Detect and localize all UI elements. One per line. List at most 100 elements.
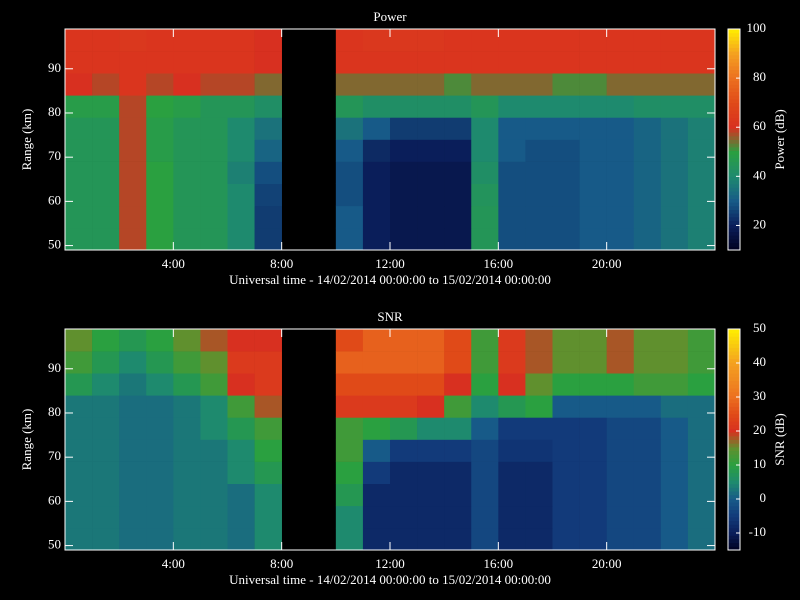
- heatmap-cell: [633, 483, 662, 507]
- heatmap-cell: [660, 505, 689, 529]
- heatmap-cell: [660, 51, 689, 74]
- heatmap-cell: [444, 51, 472, 74]
- colorbar-segment: [728, 483, 740, 488]
- heatmap-cell: [119, 395, 147, 418]
- heatmap-cell: [525, 29, 553, 52]
- heatmap-cell: [417, 505, 445, 529]
- heatmap-cell: [525, 161, 553, 184]
- y-tick-label: 50: [48, 237, 61, 252]
- heatmap-cell: [227, 373, 255, 396]
- colorbar-segment: [728, 387, 740, 393]
- x-tick-label: 20:00: [592, 556, 622, 571]
- heatmap-cell: [65, 117, 93, 140]
- colorbar-segment: [728, 128, 740, 133]
- heatmap-cell: [444, 395, 472, 418]
- heatmap-cell: [606, 183, 635, 207]
- heatmap-cell: [417, 373, 445, 396]
- heatmap-cell: [390, 461, 418, 484]
- heatmap-cell: [390, 95, 418, 118]
- colorbar-segment: [728, 143, 740, 148]
- heatmap-cell: [606, 139, 635, 162]
- x-tick-label: 4:00: [162, 256, 185, 271]
- heatmap-cell: [146, 329, 174, 352]
- heatmap-cell: [146, 51, 174, 74]
- heatmap-cell: [687, 329, 716, 352]
- colorbar-segment: [728, 480, 740, 485]
- heatmap-cell: [146, 505, 174, 529]
- heatmap-cell: [227, 439, 255, 462]
- heatmap-cell: [417, 95, 445, 118]
- heatmap-cell: [390, 161, 418, 184]
- chart-title: SNR: [377, 309, 403, 324]
- heatmap-cell: [444, 505, 472, 529]
- heatmap-cell: [227, 139, 255, 162]
- heatmap-cell: [498, 161, 526, 184]
- heatmap-cell: [146, 183, 174, 207]
- heatmap-cell: [633, 395, 662, 418]
- colorbar-segment: [728, 216, 740, 222]
- heatmap-cell: [119, 483, 147, 507]
- colorbar-segment: [728, 80, 740, 85]
- heatmap-cell: [444, 161, 472, 184]
- colorbar-segment: [728, 113, 740, 118]
- heatmap-cell: [227, 417, 255, 440]
- colorbar-segment: [728, 139, 740, 144]
- colorbar-segment: [728, 465, 740, 470]
- heatmap-cell: [362, 161, 391, 184]
- colorbar-tick-label: 50: [753, 320, 766, 335]
- heatmap-cell: [390, 73, 418, 96]
- heatmap-cell: [606, 227, 635, 251]
- colorbar-segment: [728, 413, 740, 418]
- y-axis-label: Range (km): [19, 409, 34, 471]
- heatmap-cell: [254, 527, 282, 551]
- heatmap-cell: [633, 95, 662, 118]
- heatmap-cell: [227, 205, 255, 229]
- heatmap-cell: [362, 205, 391, 229]
- heatmap-cell: [471, 73, 499, 96]
- heatmap-cell: [525, 373, 553, 396]
- heatmap-cell: [254, 161, 282, 184]
- heatmap-cell: [362, 439, 391, 462]
- heatmap-cell: [227, 329, 255, 352]
- colorbar-segment: [728, 513, 740, 518]
- colorbar-label: SNR (dB): [772, 413, 787, 465]
- heatmap-cell: [444, 351, 472, 374]
- heatmap-cell: [444, 483, 472, 507]
- heatmap-cell: [579, 527, 607, 551]
- heatmap-cell: [227, 183, 255, 207]
- colorbar-segment: [728, 242, 740, 247]
- colorbar-segment: [728, 358, 740, 363]
- heatmap-cell: [525, 461, 553, 484]
- heatmap-cell: [606, 417, 635, 440]
- heatmap-cell: [525, 183, 553, 207]
- heatmap-cell: [552, 227, 580, 251]
- heatmap-cell: [92, 373, 120, 396]
- heatmap-cell: [254, 117, 282, 140]
- heatmap-cell: [552, 161, 580, 184]
- heatmap-cell: [471, 51, 499, 74]
- heatmap-cell: [119, 29, 147, 52]
- heatmap-cell: [579, 139, 607, 162]
- heatmap-cell: [660, 29, 689, 52]
- heatmap-cell: [362, 139, 391, 162]
- heatmap-cell: [471, 117, 499, 140]
- heatmap-cell: [227, 29, 255, 52]
- heatmap-cell: [92, 139, 120, 162]
- colorbar-segment: [728, 47, 740, 52]
- heatmap-cell: [417, 329, 445, 352]
- heatmap-cell: [687, 227, 716, 251]
- colorbar-segment: [728, 365, 740, 371]
- heatmap-cell: [687, 461, 716, 484]
- colorbar-segment: [728, 332, 740, 337]
- colorbar-segment: [728, 410, 740, 415]
- heatmap-cell: [525, 117, 553, 140]
- heatmap-cell: [362, 227, 391, 251]
- colorbar-segment: [728, 231, 740, 236]
- colorbar-segment: [728, 43, 740, 48]
- heatmap-cell: [606, 461, 635, 484]
- heatmap-cell: [92, 395, 120, 418]
- heatmap-cell: [525, 95, 553, 118]
- heatmap-cell: [525, 483, 553, 507]
- colorbar-segment: [728, 446, 740, 452]
- colorbar-segment: [728, 472, 740, 477]
